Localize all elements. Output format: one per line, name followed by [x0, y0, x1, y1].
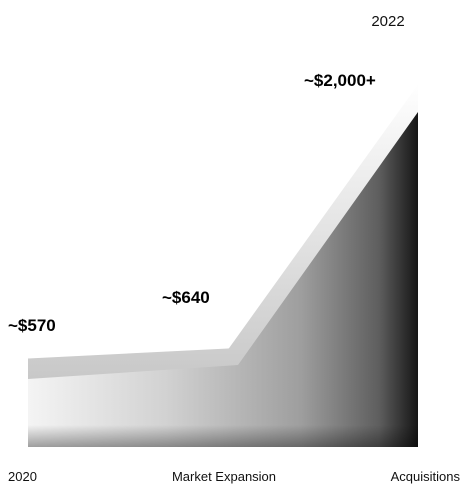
value-label: ~$2,000+	[304, 71, 376, 90]
category-label: Market Expansion	[172, 469, 276, 484]
area-top-edge	[27, 81, 420, 359]
top-year-label: 2022	[371, 13, 404, 30]
area-bottom-shade	[28, 425, 418, 447]
value-label: ~$570	[8, 316, 56, 335]
category-label: 2020	[8, 469, 37, 484]
value-label: ~$640	[162, 288, 210, 307]
area-shape	[28, 82, 418, 447]
category-label: Acquisitions	[391, 469, 461, 484]
